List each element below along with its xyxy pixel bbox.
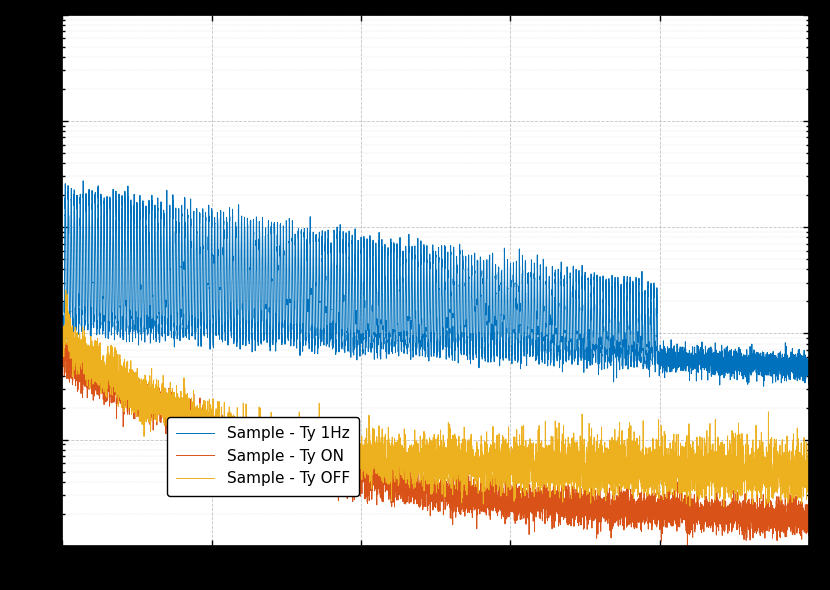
Sample - Ty 1Hz (500, 247, 510, 254)
Sample - Ty ON (804, 497, 814, 504)
Sample - Ty 1Hz (328, 344, 338, 351)
Sample - Ty OFF (532, 468, 542, 476)
Sample - Ty ON (611, 503, 621, 510)
Sample - Ty ON (682, 545, 692, 552)
Sample - Ty ON (532, 492, 542, 499)
Line: Sample - Ty OFF: Sample - Ty OFF (62, 290, 809, 507)
Sample - Ty OFF (719, 503, 729, 510)
Line: Sample - Ty ON: Sample - Ty ON (62, 336, 809, 548)
Sample - Ty 1Hz (804, 363, 814, 371)
Legend: Sample - Ty 1Hz, Sample - Ty ON, Sample - Ty OFF: Sample - Ty 1Hz, Sample - Ty ON, Sample … (167, 417, 359, 496)
Sample - Ty ON (95, 381, 105, 388)
Sample - Ty ON (57, 373, 67, 380)
Sample - Ty OFF (328, 465, 338, 472)
Sample - Ty OFF (95, 359, 105, 366)
Sample - Ty 1Hz (611, 355, 621, 362)
Sample - Ty 1Hz (651, 338, 661, 345)
Sample - Ty ON (63, 333, 73, 340)
Sample - Ty 1Hz (57, 318, 67, 325)
Sample - Ty OFF (611, 469, 621, 476)
Sample - Ty ON (651, 511, 661, 518)
Sample - Ty 1Hz (78, 178, 88, 185)
Sample - Ty OFF (804, 484, 814, 491)
Sample - Ty ON (328, 466, 338, 473)
Sample - Ty OFF (651, 482, 661, 489)
Sample - Ty OFF (500, 447, 510, 454)
Sample - Ty ON (500, 505, 510, 512)
Line: Sample - Ty 1Hz: Sample - Ty 1Hz (62, 181, 809, 386)
Sample - Ty OFF (57, 319, 67, 326)
Sample - Ty 1Hz (759, 383, 769, 390)
Sample - Ty 1Hz (95, 312, 105, 319)
Sample - Ty 1Hz (532, 291, 542, 298)
Sample - Ty OFF (61, 287, 71, 294)
